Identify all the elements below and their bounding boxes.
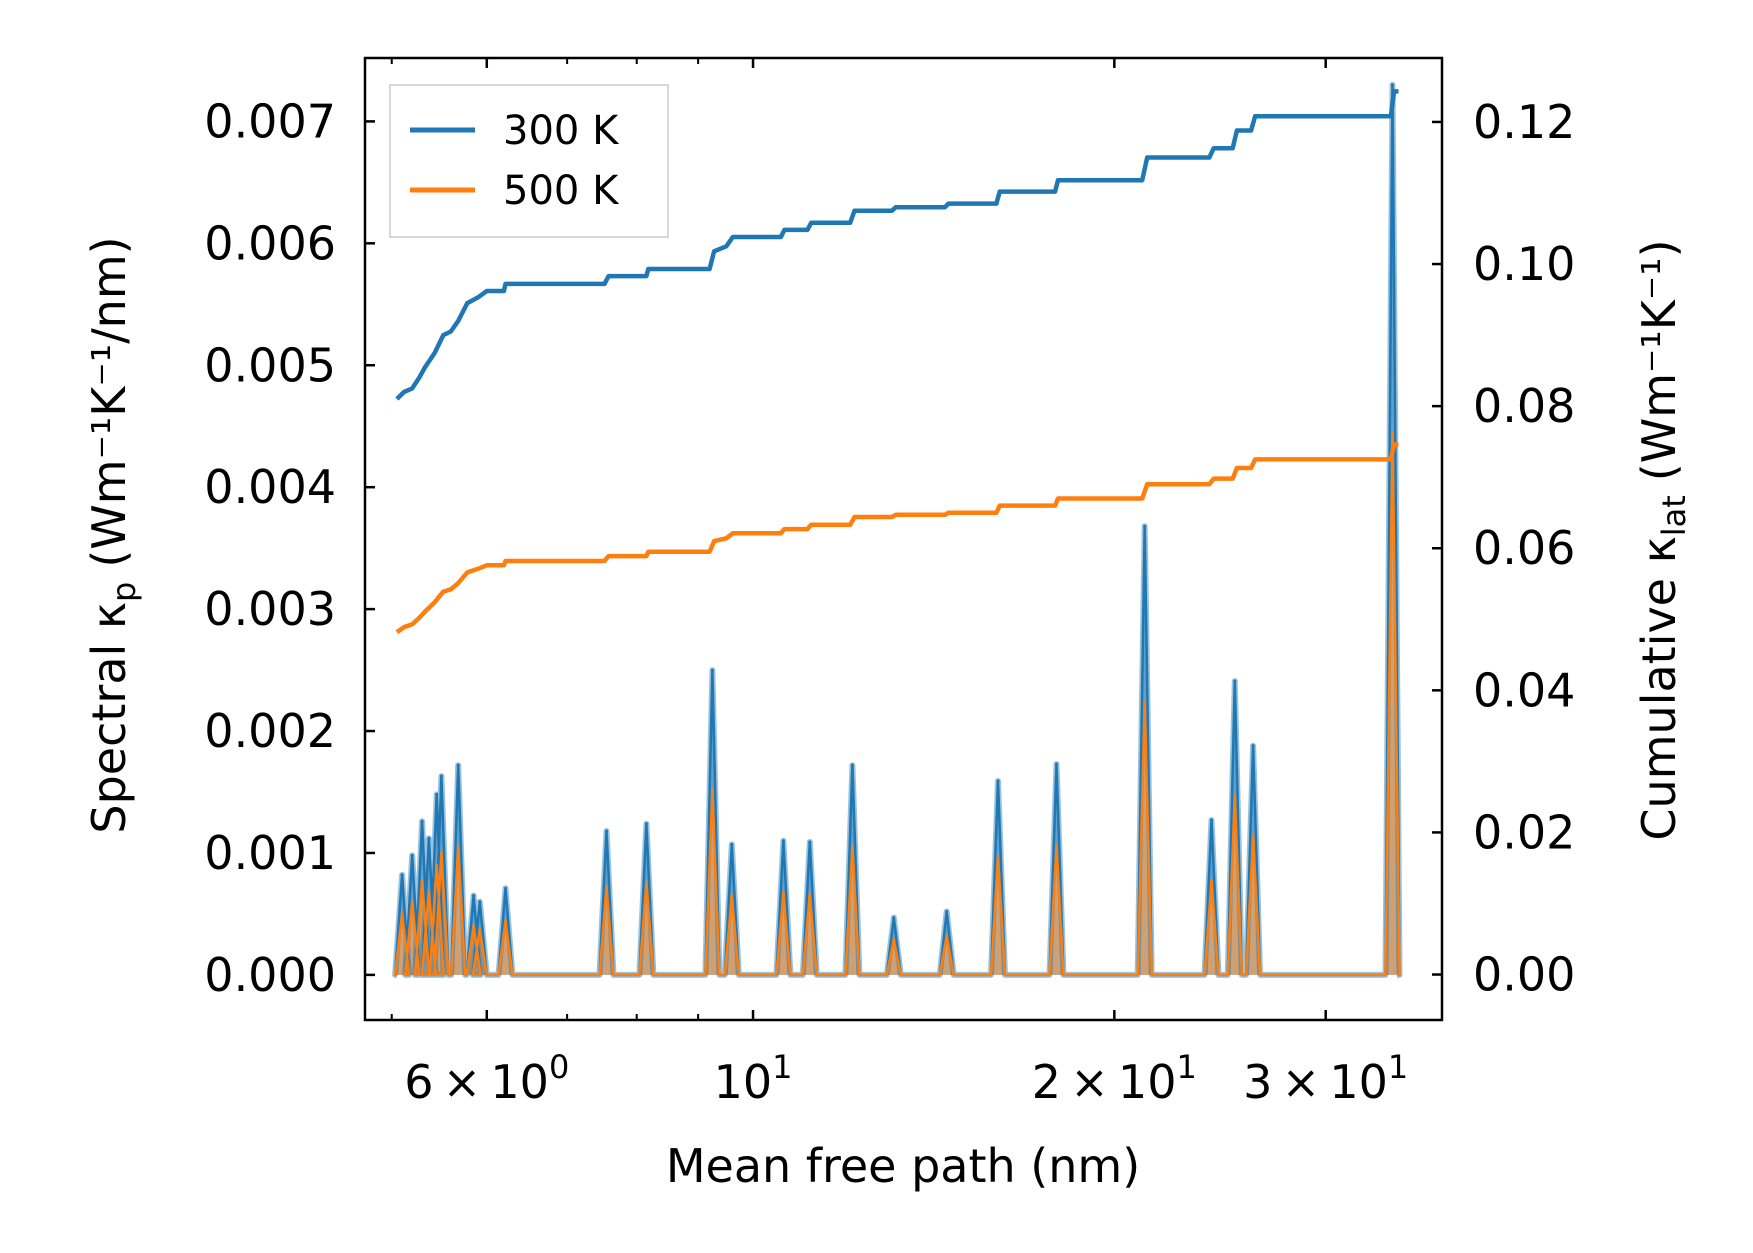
y-right-label-sub: lat <box>1655 495 1693 536</box>
spectral-peak-500k-1 <box>410 900 414 904</box>
spectral-peak-500k-18 <box>945 934 949 938</box>
y-left-tick-label-3: 0.003 <box>204 582 336 636</box>
legend-box <box>389 84 669 238</box>
x-axis-label: Mean free path (nm) <box>666 1139 1140 1193</box>
y-right-label-main: Cumulative κ <box>1632 536 1686 840</box>
spectral-peak-500k-20 <box>1055 844 1059 848</box>
y-left-tick-label-4: 0.004 <box>204 460 336 514</box>
spectral-peak-500k-11 <box>644 880 648 884</box>
spectral-peak-500k-5 <box>439 851 443 855</box>
spectral-peak-300k-21 <box>1143 524 1147 528</box>
y-right-tick-label-3: 0.06 <box>1473 521 1575 575</box>
spectral-peak-300k-1 <box>410 853 414 857</box>
x-tick-label-3: 3 × 101 <box>1243 1048 1408 1109</box>
spectral-peak-300k-4 <box>435 792 439 796</box>
y-right-tick-label-5: 0.10 <box>1473 237 1575 291</box>
spectral-peak-300k-24 <box>1251 744 1255 748</box>
spectral-peak-500k-15 <box>808 892 812 896</box>
spectral-peak-300k-19 <box>996 779 1000 783</box>
spectral-peak-500k-13 <box>730 894 734 898</box>
spectral-peak-500k-0 <box>400 912 404 916</box>
x-tick-label-1: 101 <box>714 1048 793 1109</box>
y-left-tick-label-2: 0.002 <box>204 704 336 758</box>
spectral-peak-300k-8 <box>478 900 482 904</box>
y-right-tick-label-2: 0.04 <box>1473 663 1575 717</box>
y-right-tick-label-0: 0.00 <box>1473 948 1575 1002</box>
y-right-label-units: (Wm⁻¹K⁻¹) <box>1632 239 1686 481</box>
legend-label-300k: 300 K <box>503 108 620 154</box>
spectral-peak-500k-19 <box>996 855 1000 859</box>
spectral-peak-300k-20 <box>1055 762 1059 766</box>
spectral-peak-500k-24 <box>1251 834 1255 838</box>
spectral-peak-500k-12 <box>710 788 714 792</box>
y-left-label-main: Spectral κ <box>82 602 136 834</box>
spectral-peak-500k-21 <box>1143 700 1147 704</box>
spectral-peak-500k-22 <box>1210 879 1214 883</box>
spectral-peak-500k-17 <box>892 938 896 942</box>
y-right-axis-label: Cumulative κlat (Wm⁻¹K⁻¹) <box>1632 239 1693 840</box>
spectral-peak-300k-0 <box>400 873 404 877</box>
legend-label-500k: 500 K <box>503 168 620 214</box>
spectral-peak-300k-22 <box>1210 818 1214 822</box>
cumulative-line-300k <box>395 89 1399 401</box>
spectral-peak-500k-14 <box>781 891 785 895</box>
x-tick-label-2: 2 × 101 <box>1032 1048 1197 1109</box>
y-left-label-units: (Wm⁻¹K⁻¹/nm) <box>82 236 136 567</box>
spectral-peak-500k-10 <box>605 885 609 889</box>
y-left-tick-label-5: 0.005 <box>204 338 336 392</box>
tick-labels: 6 × 100 101 2 × 101 3 × 101 0.000 0.001 0.002 0… <box>204 94 1575 1109</box>
spectral-peak-300k-9 <box>504 886 508 890</box>
spectral-peak-300k-3 <box>427 836 431 840</box>
spectral-peak-500k-3 <box>427 890 431 894</box>
spectral-peak-300k-10 <box>605 829 609 833</box>
spectral-peak-500k-8 <box>478 928 482 932</box>
y-left-tick-label-0: 0.000 <box>204 948 336 1002</box>
y-right-tick-label-1: 0.02 <box>1473 805 1575 859</box>
spectral-peak-500k-2 <box>420 879 424 883</box>
spectral-series <box>392 81 1403 978</box>
spectral-peak-500k-4 <box>435 863 439 867</box>
y-left-axis-label: Spectral κp (Wm⁻¹K⁻¹/nm) <box>82 236 143 833</box>
legend: 300 K 500 K <box>389 84 669 238</box>
x-tick-label-0: 6 × 100 <box>404 1048 569 1109</box>
spectral-peak-300k-25 <box>1390 83 1394 87</box>
spectral-peak-300k-2 <box>420 819 424 823</box>
plot-frame <box>363 56 1444 1022</box>
y-left-tick-label-6: 0.006 <box>204 216 336 270</box>
spectral-peak-500k-7 <box>472 924 476 928</box>
spectral-peak-500k-25 <box>1390 430 1394 434</box>
spectral-peak-300k-6 <box>456 763 460 767</box>
y-left-tick-label-7: 0.007 <box>204 94 336 148</box>
spectral-peak-300k-18 <box>945 909 949 913</box>
spectral-peak-300k-11 <box>644 822 648 826</box>
y-right-tick-label-6: 0.12 <box>1473 95 1575 149</box>
spectral-peak-300k-16 <box>850 763 854 767</box>
spectral-peak-500k-16 <box>850 845 854 849</box>
spectral-peak-500k-9 <box>504 919 508 923</box>
spectral-line-500k <box>393 431 1401 977</box>
spectral-peak-300k-7 <box>472 894 476 898</box>
spectral-peak-300k-15 <box>808 840 812 844</box>
cumulative-line-500k <box>395 442 1399 634</box>
spectral-peak-300k-12 <box>710 668 714 672</box>
y-right-tick-label-4: 0.08 <box>1473 379 1575 433</box>
spectral-peak-300k-5 <box>439 774 443 778</box>
y-left-tick-label-1: 0.001 <box>204 826 336 880</box>
y-left-label-sub: p <box>105 582 143 602</box>
spectral-peak-500k-23 <box>1233 794 1237 798</box>
spectral-peak-300k-14 <box>781 839 785 843</box>
spectral-peak-300k-23 <box>1233 679 1237 683</box>
spectral-peak-500k-6 <box>456 845 460 849</box>
spectral-peak-300k-17 <box>892 916 896 920</box>
spectral-peak-300k-13 <box>730 842 734 846</box>
cumulative-series <box>395 89 1399 634</box>
axis-ticks <box>365 58 1442 1020</box>
